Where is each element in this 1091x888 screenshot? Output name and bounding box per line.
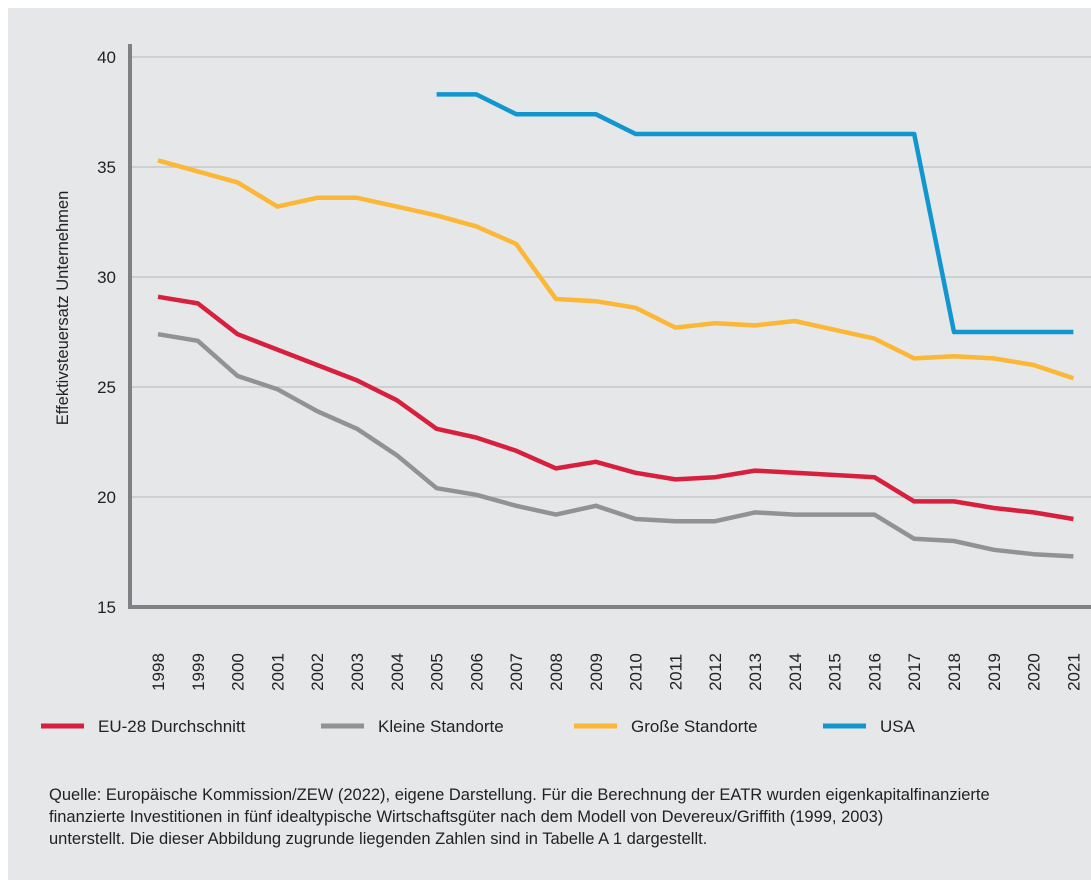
grid-lines: [130, 56, 1091, 498]
x-tick-label: 2012: [706, 653, 725, 691]
x-tick-label: 2005: [428, 653, 447, 691]
x-tick-label: 2013: [746, 653, 765, 691]
legend-label: Große Standorte: [631, 717, 758, 736]
x-tick-label: 2004: [388, 653, 407, 691]
x-tick-label: 1999: [189, 653, 208, 691]
legend-label: Kleine Standorte: [378, 717, 504, 736]
x-tick-label: 2006: [467, 653, 486, 691]
series-line-3: [436, 92, 1074, 335]
y-tick-label: 20: [97, 488, 116, 507]
x-axis-ticks: 1998 1999 2000 2001 2002 2003 2004 2005 2006 2007…: [149, 653, 1083, 691]
series-line-0: [157, 294, 1074, 522]
x-tick-label: 2017: [905, 653, 924, 691]
y-tick-label: 35: [97, 158, 116, 177]
x-tick-label: 2002: [308, 653, 327, 691]
x-tick-label: 2021: [1064, 653, 1083, 691]
x-tick-label: 1998: [149, 653, 168, 691]
x-tick-label: 2008: [547, 653, 566, 691]
x-tick-label: 2003: [348, 653, 367, 691]
legend-label: USA: [880, 717, 916, 736]
x-tick-label: 2016: [865, 653, 884, 691]
legend: EU-28 Durchschnitt Kleine Standorte Große …: [41, 717, 916, 736]
series-line-1: [157, 331, 1074, 559]
x-tick-label: 2019: [985, 653, 1004, 691]
y-tick-label: 30: [97, 268, 116, 287]
series-line-2: [157, 158, 1075, 381]
x-tick-label: 2009: [587, 653, 606, 691]
x-tick-label: 2001: [268, 653, 287, 691]
y-tick-label: 25: [97, 378, 116, 397]
x-tick-label: 2011: [666, 654, 685, 691]
y-axis-label: Effektivsteuersatz Unternehmen: [54, 191, 72, 425]
x-tick-label: 2014: [786, 653, 805, 691]
legend-label: EU-28 Durchschnitt: [98, 717, 246, 736]
axes: [128, 44, 1091, 609]
y-tick-label: 40: [97, 48, 116, 67]
x-tick-label: 2007: [507, 653, 526, 691]
x-tick-label: 2000: [229, 653, 248, 691]
x-tick-label: 2015: [826, 653, 845, 691]
line-chart: 15 20 25 30 35 40 Effektivsteuersatz Unterneh…: [41, 44, 1091, 736]
x-tick-label: 2010: [627, 653, 646, 691]
y-axis-ticks: 15 20 25 30 35 40: [97, 48, 116, 617]
series-lines: [157, 92, 1075, 559]
x-tick-label: 2020: [1025, 653, 1044, 691]
x-tick-label: 2018: [945, 653, 964, 691]
figure-panel: 15 20 25 30 35 40 Effektivsteuersatz Unterneh…: [8, 8, 1091, 880]
source-note: Quelle: Europäische Kommission/ZEW (2022…: [49, 786, 990, 848]
y-tick-label: 15: [97, 598, 116, 617]
